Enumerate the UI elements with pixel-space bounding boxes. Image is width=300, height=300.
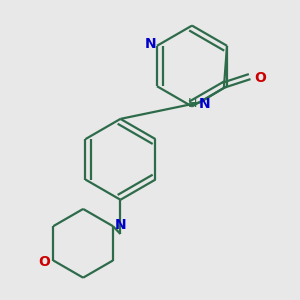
Text: N: N (145, 37, 157, 51)
Text: O: O (254, 70, 266, 85)
Text: N: N (199, 97, 211, 111)
Text: N: N (115, 218, 127, 232)
Text: H: H (188, 98, 197, 110)
Text: O: O (38, 255, 50, 269)
